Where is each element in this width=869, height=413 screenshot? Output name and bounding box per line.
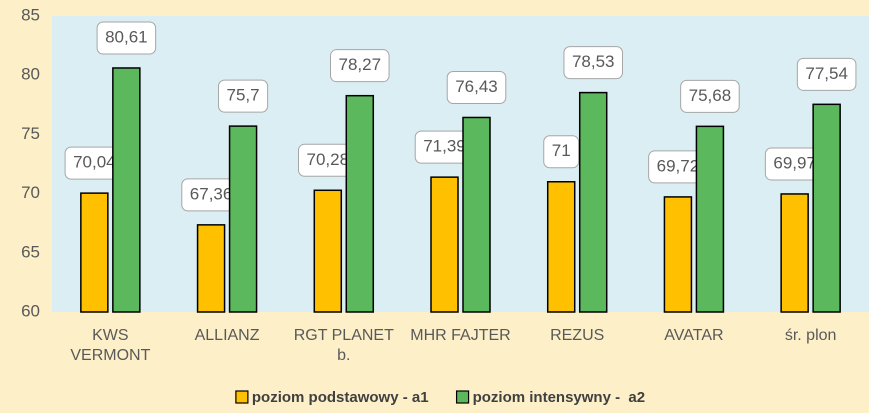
y-tick-label: 85 [21, 5, 40, 24]
y-tick-label: 65 [21, 242, 40, 261]
data-label: 70,04 [64, 146, 125, 180]
data-label: 75,68 [680, 79, 740, 113]
data-label: 70,28 [298, 143, 358, 177]
bar [663, 196, 693, 313]
data-label: 76,43 [446, 70, 507, 104]
bar [578, 91, 608, 313]
data-label: 78,27 [330, 49, 390, 83]
bar [695, 125, 725, 313]
bar [196, 224, 226, 313]
label-box [218, 79, 269, 113]
label-box [330, 49, 390, 83]
data-label: 71 [543, 135, 580, 169]
bar [812, 103, 841, 313]
label-box [680, 79, 740, 113]
x-tick-label: RGT PLANET b. [293, 327, 394, 364]
x-tick-label: MHR FAJTER [410, 327, 511, 344]
bar [112, 67, 141, 313]
label-box [96, 21, 157, 55]
data-label-text: 71,39 [423, 137, 466, 156]
data-label: 75,7 [218, 79, 269, 113]
legend: poziom podstawowy - a1 poziom intensywny … [235, 389, 646, 406]
data-label-text: 70,28 [307, 150, 350, 169]
label-box [543, 135, 580, 169]
data-label-text: 70,04 [73, 153, 116, 172]
x-tick-label: AVATAR [664, 327, 724, 344]
bar [80, 192, 109, 313]
data-label-text: 75,68 [689, 86, 732, 105]
data-label-text: 77,54 [805, 64, 848, 83]
legend-label: poziom intensywny - a2 [473, 389, 646, 406]
data-label-text: 69,97 [773, 153, 816, 172]
legend-label: poziom podstawowy - a1 [252, 389, 429, 406]
data-label: 78,53 [563, 46, 623, 80]
data-label-text: 67,36 [190, 184, 233, 203]
bar [228, 125, 258, 313]
y-tick-label: 70 [21, 183, 40, 202]
legend-swatch [455, 390, 470, 404]
data-label: 69,72 [648, 150, 708, 184]
plot-area [52, 16, 869, 312]
y-tick-label: 60 [21, 301, 40, 320]
data-label-text: 78,27 [339, 55, 382, 74]
bar [546, 181, 576, 313]
data-label: 71,39 [414, 130, 475, 164]
y-tick-label: 80 [21, 65, 40, 84]
data-label: 67,36 [181, 178, 241, 212]
bar [345, 94, 375, 313]
data-label-text: 76,43 [455, 77, 498, 96]
data-label: 69,97 [764, 147, 825, 181]
bar [313, 189, 343, 313]
data-label: 77,54 [796, 57, 857, 91]
label-box [446, 70, 507, 104]
bar [462, 116, 491, 313]
data-label-text: 71 [552, 141, 571, 160]
data-label: 80,61 [96, 21, 157, 55]
data-label-text: 80,61 [105, 27, 148, 46]
bar [780, 193, 809, 313]
x-tick-label: śr. plon [784, 327, 837, 344]
bar [430, 176, 459, 313]
y-tick-label: 75 [21, 124, 40, 143]
x-tick-label: KWS VERMONT [70, 327, 151, 364]
data-label-text: 75,7 [227, 86, 260, 105]
x-tick-label: ALLIANZ [194, 327, 260, 344]
label-box [563, 46, 623, 80]
x-tick-label: REZUS [550, 327, 605, 344]
data-label-text: 78,53 [572, 52, 615, 71]
legend-swatch [235, 390, 249, 404]
data-label-text: 69,72 [657, 156, 700, 175]
label-box [796, 57, 857, 91]
